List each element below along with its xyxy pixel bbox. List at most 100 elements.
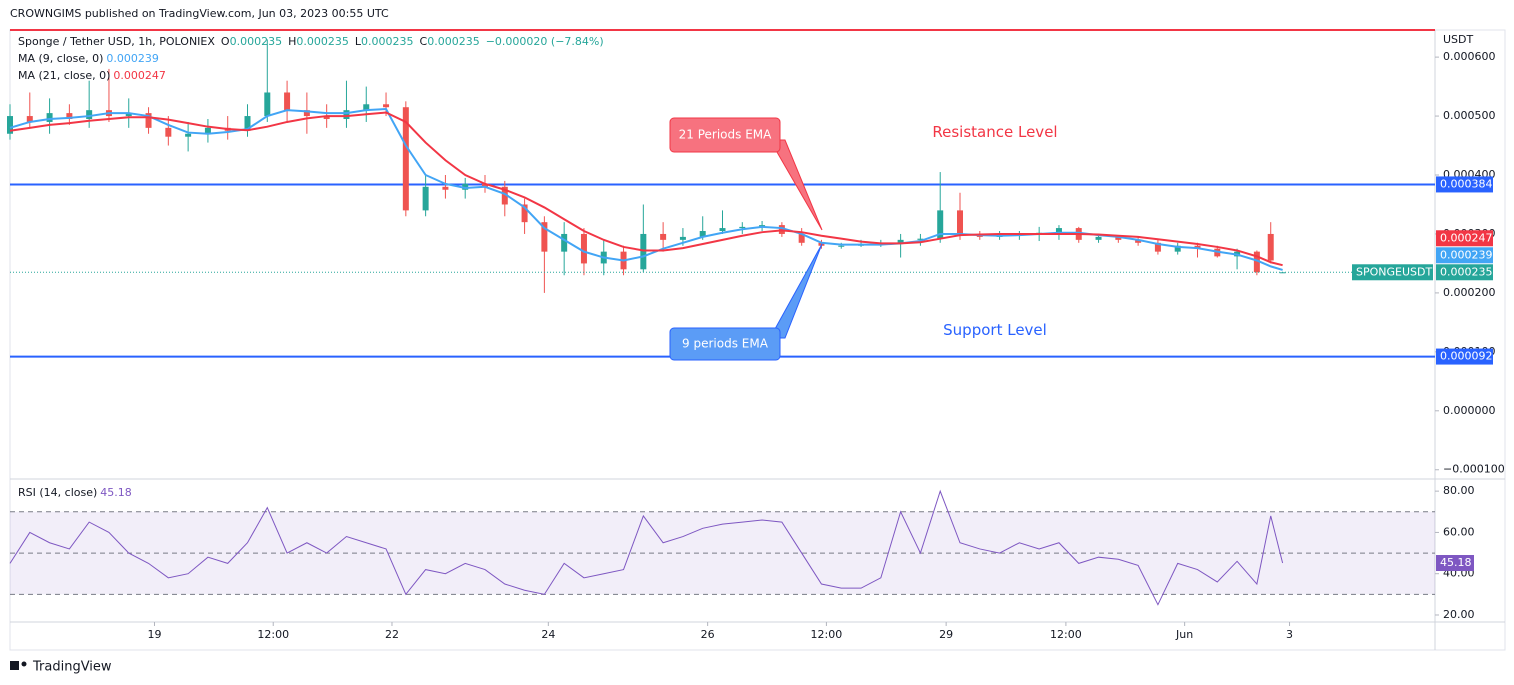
publisher: CROWNGIMS published on TradingView.com, … [10, 7, 389, 20]
legend-value: 0.000247 [113, 69, 166, 82]
price-label: 0.000247 [1440, 231, 1493, 244]
legend-name: RSI (14, close) [18, 486, 98, 499]
level-label: Resistance Level [932, 123, 1057, 141]
candle-body [363, 104, 370, 111]
x-tick-label: 12:00 [257, 628, 289, 641]
candle-body [402, 107, 409, 211]
candle-body [561, 233, 568, 252]
ma-line [9, 111, 1283, 267]
candle-body [1174, 245, 1181, 252]
candle-body [580, 233, 587, 264]
candle-body [26, 116, 33, 122]
price-axis-unit: USDT [1443, 33, 1474, 46]
symbol-title: Sponge / Tether USD, 1h, POLONIEX [18, 35, 215, 48]
candle-body [501, 186, 508, 205]
candle-body [462, 183, 469, 190]
candle-body [66, 113, 73, 120]
legend-ma: MA (9, close, 0) 0.000239 [18, 52, 165, 65]
annotation: 9 periods EMA [682, 337, 769, 351]
callout-pointer [769, 243, 823, 339]
level-price: 0.000384 [1440, 177, 1493, 190]
candle-body [7, 116, 13, 134]
logo-mark [21, 661, 27, 667]
candle-body [739, 226, 746, 229]
symbol-label: SPONGEUSDT [1356, 265, 1432, 278]
candle-body [383, 104, 390, 108]
x-tick-label: 24 [541, 628, 555, 641]
x-tick-label: 29 [939, 628, 953, 641]
legend-value: 0.000239 [106, 52, 159, 65]
legend-name: MA (21, close, 0) [18, 69, 111, 82]
y-tick-label: −0.000100 [1443, 463, 1505, 476]
candle-body [1267, 233, 1274, 261]
level-price-box [1436, 176, 1493, 193]
candle-body [442, 186, 449, 190]
price-label: 0.000235 [1440, 265, 1493, 278]
candle-body [323, 116, 330, 120]
candle-body [1115, 236, 1122, 240]
rsi-label: 45.18 [1440, 556, 1472, 569]
rsi-label-box [1436, 555, 1474, 572]
legend-name: MA (9, close, 0) [18, 52, 104, 65]
candle-body [1135, 239, 1142, 243]
level-label: Support Level [943, 321, 1047, 339]
x-tick-label: 19 [147, 628, 161, 641]
candle-body [521, 204, 528, 223]
y-tick-label: 0.000200 [1443, 286, 1496, 299]
legend-main: Sponge / Tether USD, 1h, POLONIEX O0.0002… [18, 35, 604, 48]
symbol-label-box [1352, 264, 1433, 281]
candle-body [1055, 228, 1062, 233]
candle-body [185, 133, 192, 137]
candle-body [541, 222, 548, 252]
candle-body [244, 116, 251, 131]
change: −0.000020 (−7.84%) [485, 35, 604, 48]
candle-body [422, 186, 429, 211]
x-tick-label: 12:00 [1050, 628, 1082, 641]
logo: TradingView [10, 660, 112, 675]
annotation: 21 Periods EMA [679, 128, 773, 142]
logo-mark [10, 661, 19, 670]
x-tick-label: 3 [1286, 628, 1293, 641]
ohlc-letter: H [288, 35, 297, 48]
callout-box [669, 117, 781, 153]
price-label-box [1436, 230, 1493, 247]
ohlc-letter: L [354, 35, 362, 48]
price-label: 0.000239 [1440, 248, 1493, 261]
candle-body [957, 210, 963, 234]
candle-body [699, 231, 706, 237]
y-tick-label: 60.00 [1443, 525, 1475, 538]
candle-body [719, 228, 726, 232]
x-tick-label: Jun [1175, 628, 1193, 641]
ohlc-letter: C [419, 35, 428, 48]
x-tick-label: 22 [385, 628, 399, 641]
ohlc-value: 0.000235 [361, 35, 414, 48]
candle-body [897, 239, 904, 244]
callout-9: 9 periods EMA [669, 243, 823, 361]
candle-body [284, 92, 291, 111]
candle-body [46, 113, 53, 122]
marks: 0.0006000.0005000.0004000.0003000.000200… [7, 39, 1505, 641]
legend-value: 45.18 [100, 486, 132, 499]
candle-body [125, 113, 132, 117]
candle-body [165, 127, 172, 137]
y-tick-label: 0.000500 [1443, 109, 1496, 122]
y-tick-label: 80.00 [1443, 484, 1475, 497]
ohlc-value: 0.000235 [296, 35, 349, 48]
candle-body [937, 210, 944, 239]
candle-body [679, 236, 686, 240]
candle-body [303, 110, 310, 117]
callout-box [669, 327, 781, 361]
y-tick-label: 0.000600 [1443, 50, 1496, 63]
level-price-box [1436, 348, 1493, 365]
ohlc-value: 0.000235 [427, 35, 480, 48]
candle-body [917, 238, 924, 240]
candle-body [838, 245, 845, 247]
rsi-line [9, 489, 1284, 606]
candle-body [1095, 236, 1102, 240]
y-tick-label: 0.000000 [1443, 404, 1496, 417]
logo-text: TradingView [32, 660, 112, 675]
candle-body [798, 233, 805, 243]
candle-body [482, 183, 488, 187]
